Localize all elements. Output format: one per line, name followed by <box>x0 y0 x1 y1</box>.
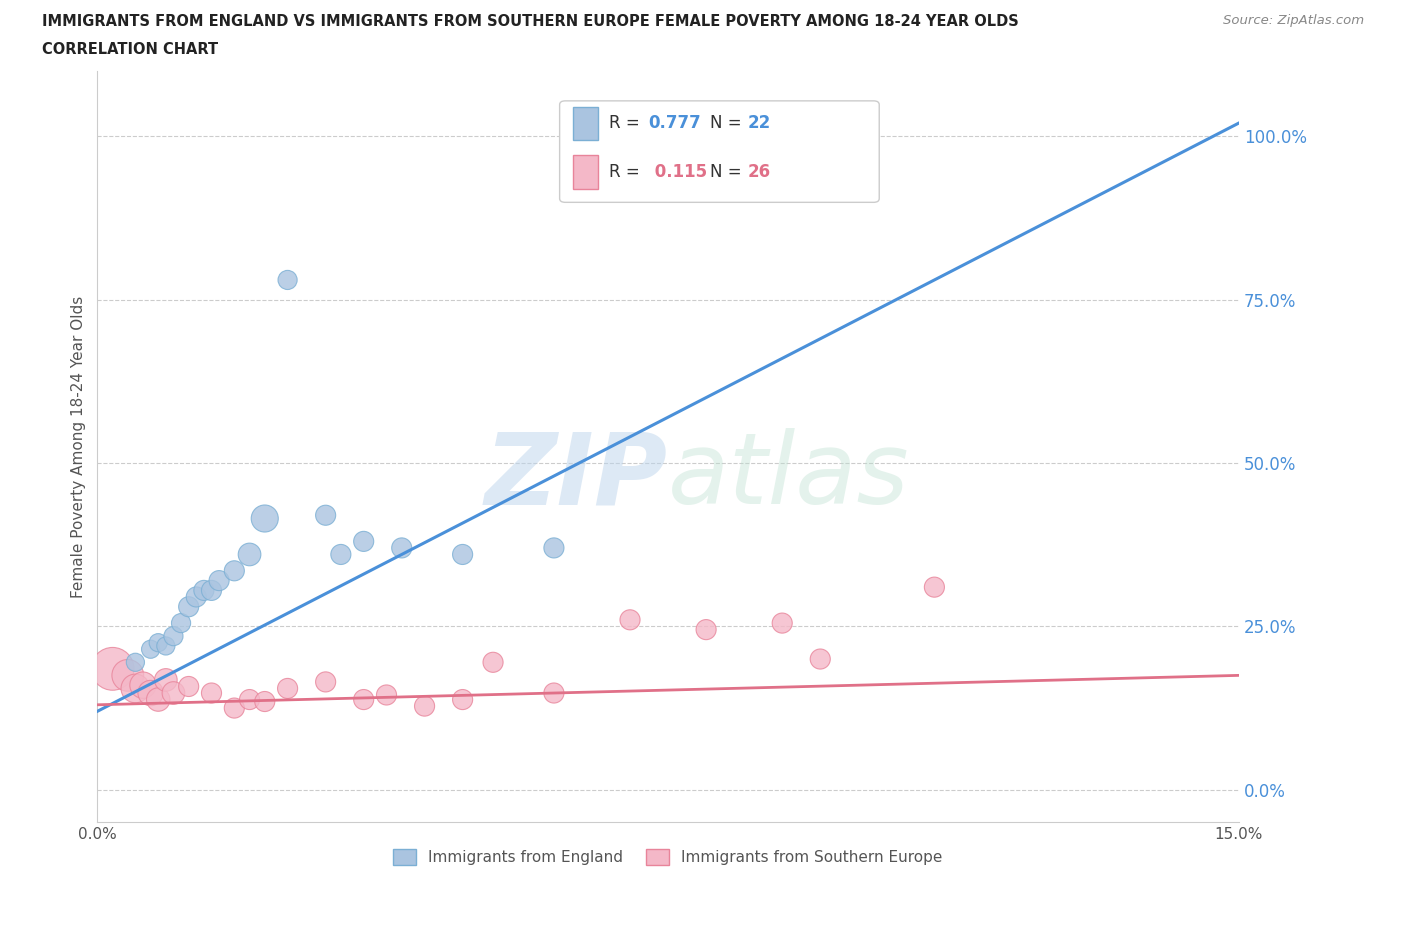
Text: R =: R = <box>609 114 645 132</box>
Point <box>924 579 946 594</box>
Point <box>162 629 184 644</box>
Point <box>124 655 146 670</box>
Point <box>208 573 231 588</box>
Text: 0.115: 0.115 <box>648 164 707 181</box>
Point <box>132 678 155 693</box>
Point <box>253 694 276 709</box>
Text: CORRELATION CHART: CORRELATION CHART <box>42 42 218 57</box>
Point <box>451 547 474 562</box>
Text: R =: R = <box>609 164 645 181</box>
Text: ZIP: ZIP <box>485 428 668 525</box>
Point <box>391 540 413 555</box>
FancyBboxPatch shape <box>560 100 879 203</box>
FancyBboxPatch shape <box>574 107 599 140</box>
Text: 26: 26 <box>748 164 770 181</box>
Point <box>193 583 215 598</box>
Point <box>315 674 337 689</box>
Point <box>148 692 170 707</box>
Point <box>253 512 276 526</box>
Text: atlas: atlas <box>668 428 910 525</box>
Point <box>101 661 124 676</box>
Point <box>353 692 375 707</box>
Point <box>238 692 260 707</box>
Point <box>238 547 260 562</box>
Point <box>832 128 855 143</box>
Text: N =: N = <box>710 114 747 132</box>
Y-axis label: Female Poverty Among 18-24 Year Olds: Female Poverty Among 18-24 Year Olds <box>72 296 86 598</box>
Point <box>482 655 505 670</box>
Point <box>200 685 222 700</box>
Point <box>375 687 398 702</box>
Point <box>315 508 337 523</box>
Point <box>224 700 246 715</box>
Point <box>695 622 717 637</box>
Point <box>155 672 177 687</box>
Text: N =: N = <box>710 164 747 181</box>
Point <box>277 272 299 287</box>
Point <box>148 635 170 650</box>
Point <box>200 583 222 598</box>
Point <box>224 564 246 578</box>
Point <box>543 540 565 555</box>
Point <box>162 685 184 700</box>
Point <box>543 685 565 700</box>
Point <box>619 612 641 627</box>
Point <box>155 639 177 654</box>
Text: 0.777: 0.777 <box>648 114 702 132</box>
Point <box>329 547 352 562</box>
Text: 22: 22 <box>748 114 772 132</box>
Point <box>177 599 200 614</box>
Point <box>117 668 139 683</box>
Point <box>139 685 162 700</box>
Text: IMMIGRANTS FROM ENGLAND VS IMMIGRANTS FROM SOUTHERN EUROPE FEMALE POVERTY AMONG : IMMIGRANTS FROM ENGLAND VS IMMIGRANTS FR… <box>42 14 1019 29</box>
Point <box>808 652 831 667</box>
Point <box>170 616 193 631</box>
Point <box>353 534 375 549</box>
Point <box>186 590 208 604</box>
Text: Source: ZipAtlas.com: Source: ZipAtlas.com <box>1223 14 1364 27</box>
Point <box>451 692 474 707</box>
Point <box>139 642 162 657</box>
Legend: Immigrants from England, Immigrants from Southern Europe: Immigrants from England, Immigrants from… <box>387 843 949 871</box>
Point <box>177 679 200 694</box>
Point <box>413 698 436 713</box>
Point <box>277 681 299 696</box>
FancyBboxPatch shape <box>574 155 599 189</box>
Point <box>770 616 793 631</box>
Point <box>124 681 146 696</box>
